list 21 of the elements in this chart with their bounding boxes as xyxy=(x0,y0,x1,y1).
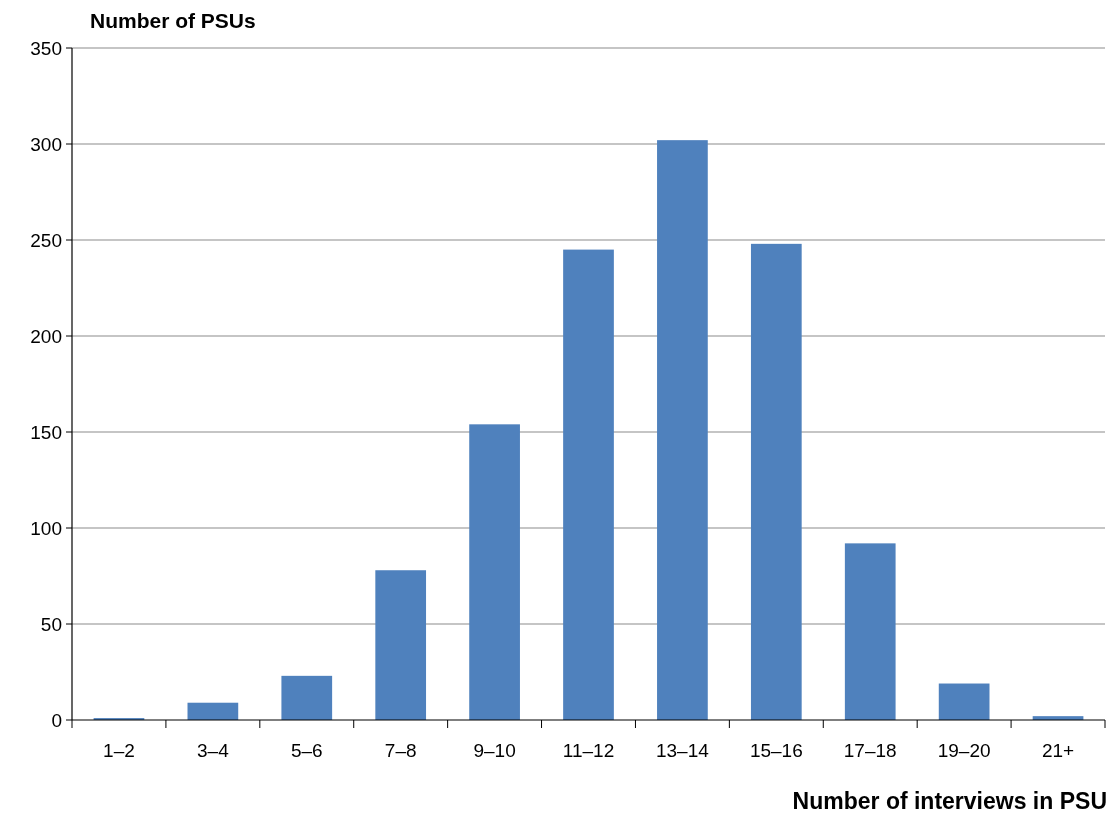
x-tick-label: 9–10 xyxy=(473,740,516,761)
x-tick-label: 3–4 xyxy=(197,740,230,761)
y-tick-label: 350 xyxy=(30,37,62,59)
x-axis-title: Number of interviews in PSU xyxy=(792,788,1107,814)
x-tick-label: 19–20 xyxy=(937,740,991,761)
y-tick-label: 50 xyxy=(40,613,62,635)
y-axis-title: Number of PSUs xyxy=(90,9,256,32)
y-tick-label: 100 xyxy=(30,517,62,539)
x-tick-label: 5–6 xyxy=(290,740,323,761)
x-tick-label: 15–16 xyxy=(749,740,803,761)
y-tick-label: 300 xyxy=(30,133,62,155)
x-tick-label: 17–18 xyxy=(843,740,897,761)
x-tick-label: 13–14 xyxy=(655,740,710,761)
x-tick-label: 7–8 xyxy=(384,740,417,761)
y-tick-label: 150 xyxy=(30,421,62,443)
y-tick-label: 250 xyxy=(30,229,62,251)
x-tick-label: 21+ xyxy=(1041,740,1075,761)
x-tick-label: 1–2 xyxy=(103,740,135,761)
x-tick-label: 11–12 xyxy=(562,740,615,761)
y-tick-label: 0 xyxy=(51,709,62,731)
y-tick-label: 200 xyxy=(30,325,62,347)
